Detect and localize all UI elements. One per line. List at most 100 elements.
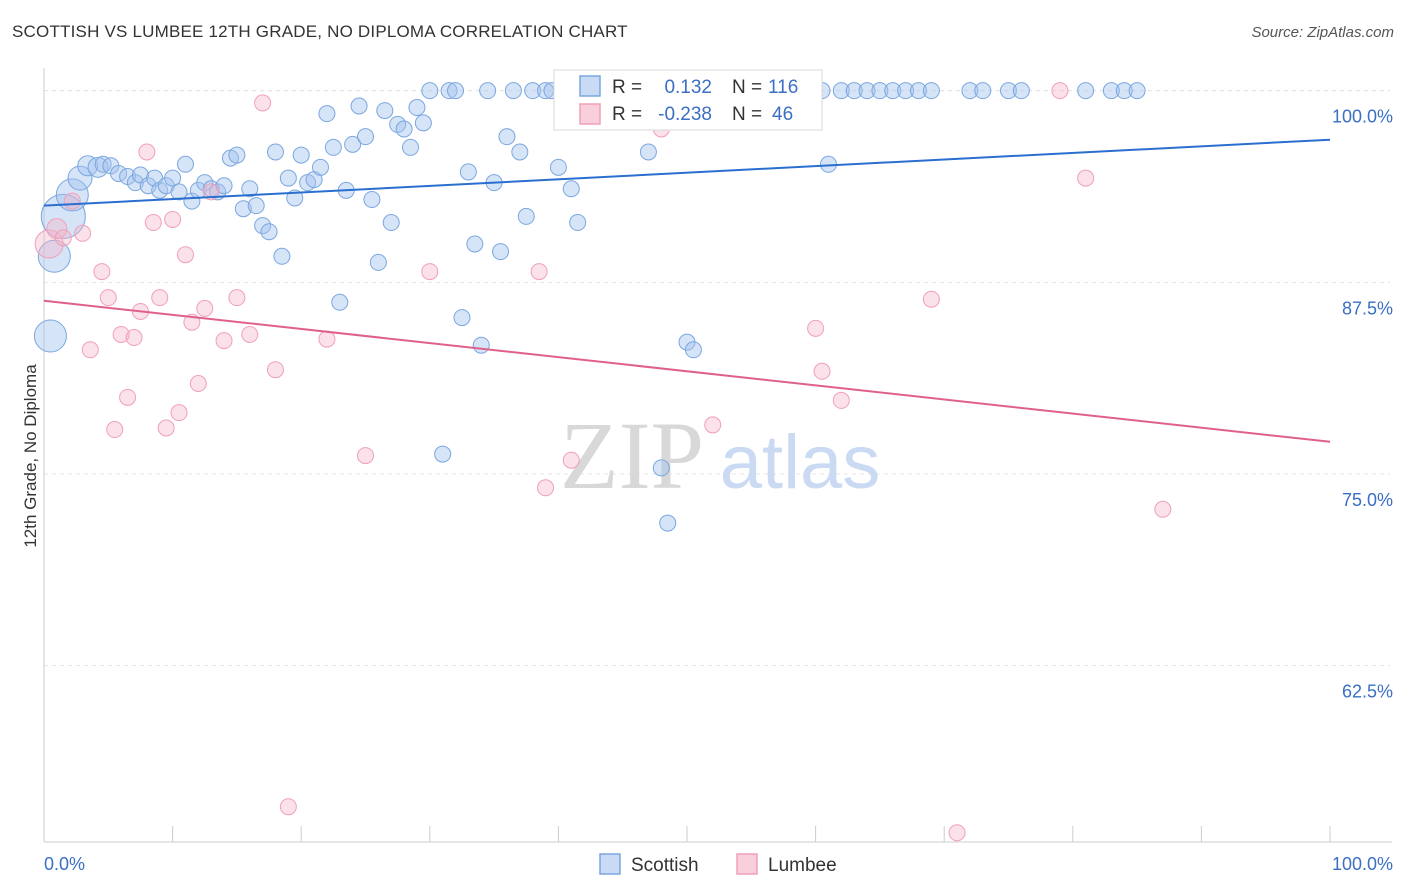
lumbee-point [74,224,92,242]
scottish-point [453,309,471,327]
lumbee-point [357,447,374,465]
scottish-point [402,138,420,156]
scottish-point [241,180,259,198]
scottish-point [1128,82,1146,100]
stats-n-label-lumbee: N = [732,104,762,125]
y-tick-label: 87.5% [1342,298,1393,318]
scottish-point [884,82,902,100]
scottish-point [395,120,413,138]
y-tick-label: 75.0% [1342,490,1393,510]
scottish-point [562,180,580,198]
lumbee-point [125,329,143,347]
scottish-point [459,163,477,181]
lumbee-point [196,299,214,317]
scottish-point [292,146,310,164]
scottish-point [260,223,278,241]
scottish-point [961,82,979,100]
scottish-point [357,128,374,146]
scottish-point [492,243,510,261]
chart-title: SCOTTISH VS LUMBEE 12TH GRADE, NO DIPLOM… [12,22,628,41]
lumbee-point [189,375,207,393]
lumbee-point [34,229,64,259]
stats-swatch-lumbee [579,103,601,125]
y-tick-label: 62.5% [1342,682,1393,702]
y-tick-label: 100.0% [1332,107,1393,127]
scottish-point [1000,82,1017,100]
scottish-point [273,247,291,265]
scottish-point [266,143,284,161]
lumbee-point [530,263,548,281]
lumbee-point [1077,169,1095,187]
scottish-point [871,82,889,100]
scottish-point [110,164,128,182]
x-tick-label-max: 100.0% [1332,854,1393,874]
scottish-point [382,214,400,232]
scottish-point [652,459,670,477]
lumbee-point [279,798,297,816]
scottish-point [479,82,497,100]
scottish-point [549,158,567,176]
lumbee-point [54,229,72,247]
legend-swatch-scottish [599,853,621,875]
series-lumbee [34,82,1172,842]
scottish-point [176,155,194,173]
lumbee-trend-line [43,299,1331,443]
scottish-point [504,82,522,100]
scottish-point [311,158,329,176]
legend-label-scottish: Scottish [631,855,699,876]
lumbee-point [704,416,722,434]
scottish-point [408,99,426,117]
scottish-point [845,82,863,100]
lumbee-point [1154,500,1172,518]
scottish-point [639,143,657,161]
scottish-point [922,82,940,100]
scottish-point [369,253,387,271]
lumbee-point [81,341,99,359]
lumbee-point [537,479,555,497]
scottish-point [897,82,915,100]
scottish-point [234,200,252,218]
watermark-atlas: atlas [720,420,881,505]
lumbee-point [99,289,117,307]
lumbee-point [215,332,233,350]
stats-r-value-lumbee: -0.238 [658,104,712,125]
stats-r-value-scottish: 0.132 [664,77,712,98]
lumbee-point [112,325,130,343]
scottish-point [331,293,349,311]
scottish-point [858,82,876,100]
scottish-point [67,165,93,191]
stats-r-label-scottish: R = [612,77,642,98]
lumbee-point [144,214,162,232]
stats-r-label-lumbee: R = [612,104,642,125]
lumbee-point [164,210,182,228]
stats-n-value-lumbee: 46 [772,104,793,125]
scottish-point [569,214,587,232]
scottish-point [466,235,484,253]
lumbee-point [922,290,940,308]
source-credit: Source: ZipAtlas.com [1251,24,1394,41]
scottish-point [498,128,516,146]
watermark-zip: ZIP [560,402,704,509]
stats-box: R = 0.132 N = 116 R = -0.238 N = 46 [553,69,823,131]
stats-swatch-scottish [579,75,601,97]
scottish-point [659,514,677,532]
watermark: ZIP atlas [560,402,880,509]
lumbee-point [241,325,259,343]
scottish-point [434,445,452,463]
scottish-point [511,143,529,161]
scottish-point [318,105,336,123]
grid-lines [44,90,1390,667]
lumbee-point [813,362,831,380]
lumbee-point [202,183,220,201]
lumbee-point [63,192,81,210]
scottish-point [909,82,927,100]
x-tick-label-min: 0.0% [44,854,85,874]
scottish-point [279,169,297,187]
scottish-point [447,82,465,100]
scottish-trend-line [43,138,1331,207]
legend: Scottish Lumbee [599,853,837,876]
legend-swatch-lumbee [736,853,758,875]
lumbee-point [151,289,169,307]
scottish-point [1115,82,1133,100]
